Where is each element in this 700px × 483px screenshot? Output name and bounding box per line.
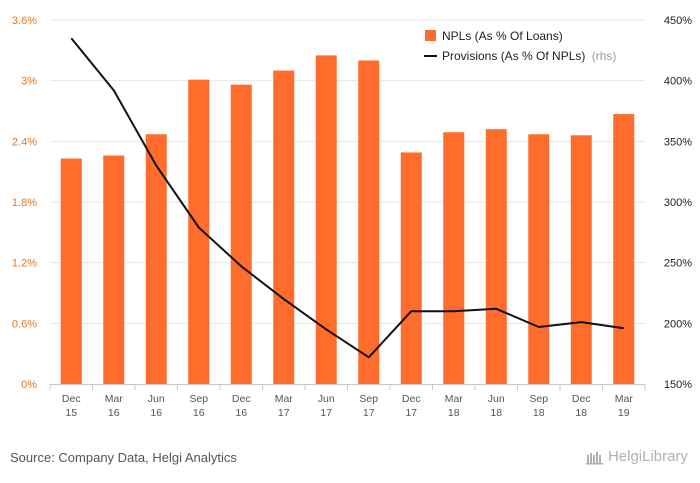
x-tick-label-month: Mar [445, 393, 464, 405]
x-tick-label-month: Jun [318, 393, 335, 405]
left-tick-label: 0% [21, 379, 37, 391]
right-tick-label: 400% [664, 76, 692, 88]
legend-npl-swatch [425, 30, 436, 41]
x-tick-label-year: 17 [320, 407, 332, 419]
gridlines [50, 19, 645, 324]
npl-bar [145, 134, 167, 384]
right-axis: 150% 200% 250% 300% 350% 400% 450% [664, 15, 692, 391]
right-tick-label: 200% [664, 318, 692, 330]
x-tick-label-month: Sep [189, 393, 208, 405]
npl-bar [60, 158, 82, 384]
chart: 0% 0.6% 1.2% 1.8% 2.4% 3% 3.6% 150% 200% 250% 300… [12, 15, 692, 419]
x-tick-label-year: 16 [108, 407, 120, 419]
x-tick-label-month: Mar [615, 393, 634, 405]
left-tick-label: 3.6% [12, 15, 37, 27]
x-axis: Dec 15 Mar 16 Jun 16 Sep 16 Dec 16 Mar 17 Jun 17 Sep 17… [49, 384, 646, 419]
legend-provisions-label: Provisions (As % Of NPLs) (rhs) [442, 49, 616, 63]
x-tick-label-year: 17 [405, 407, 417, 419]
npl-bar [103, 155, 125, 384]
legend-provisions-name: Provisions (As % Of NPLs) [442, 49, 585, 63]
provisions-line [70, 37, 624, 359]
x-tick-label-year: 18 [533, 407, 545, 419]
library-icon [585, 449, 604, 465]
x-tick-label-year: 18 [575, 407, 587, 419]
right-tick-label: 300% [664, 197, 692, 209]
x-tick-label-month: Dec [232, 393, 251, 405]
npl-bar [188, 79, 210, 385]
legend-provisions-note: (rhs) [592, 49, 617, 63]
x-tick-label-year: 16 [150, 407, 162, 419]
right-tick-label: 250% [664, 258, 692, 270]
x-tick-label-year: 15 [65, 407, 77, 419]
npl-bar [485, 129, 507, 384]
right-tick-label: 150% [664, 379, 692, 391]
left-tick-label: 2.4% [12, 136, 37, 148]
left-tick-label: 1.8% [12, 197, 37, 209]
x-tick-label-month: Mar [275, 393, 294, 405]
x-tick-label-year: 16 [235, 407, 247, 419]
right-tick-label: 450% [664, 15, 692, 27]
x-tick-label-month: Jun [148, 393, 165, 405]
x-tick-label-year: 18 [448, 407, 460, 419]
source-note: Source: Company Data, Helgi Analytics [10, 450, 237, 465]
x-tick-label-month: Dec [572, 393, 591, 405]
brand-logo: HelgiLibrary [585, 448, 688, 465]
x-tick-label-month: Sep [529, 393, 548, 405]
left-tick-label: 0.6% [12, 318, 37, 330]
legend: NPLs (As % Of Loans) Provisions (As % Of… [424, 29, 616, 63]
npl-bar [443, 132, 465, 384]
x-tick-label-year: 17 [363, 407, 375, 419]
brand-name: HelgiLibrary [607, 448, 688, 465]
npl-bar [273, 70, 295, 385]
x-tick-label-month: Dec [62, 393, 81, 405]
npl-bar [613, 114, 635, 385]
x-tick-label-month: Dec [402, 393, 421, 405]
left-tick-label: 3% [21, 76, 37, 88]
npl-bar [315, 55, 337, 385]
x-tick-label-month: Mar [105, 393, 124, 405]
x-tick-label-year: 18 [490, 407, 502, 419]
npl-bar [230, 84, 252, 384]
npl-bar [358, 60, 380, 384]
x-tick-label-year: 16 [193, 407, 205, 419]
right-tick-label: 350% [664, 136, 692, 148]
x-tick-label-month: Sep [359, 393, 378, 405]
x-tick-label-year: 17 [278, 407, 290, 419]
npl-bar [400, 152, 422, 384]
x-tick-label-month: Jun [488, 393, 505, 405]
x-tick-label-year: 19 [618, 407, 630, 419]
left-tick-label: 1.2% [12, 258, 37, 270]
left-axis: 0% 0.6% 1.2% 1.8% 2.4% 3% 3.6% [12, 15, 37, 391]
provisions-line-path [70, 37, 624, 359]
legend-npl-label: NPLs (As % Of Loans) [442, 29, 563, 43]
npl-bar [570, 135, 592, 384]
npl-bar [528, 134, 550, 384]
npl-bars [60, 55, 635, 385]
